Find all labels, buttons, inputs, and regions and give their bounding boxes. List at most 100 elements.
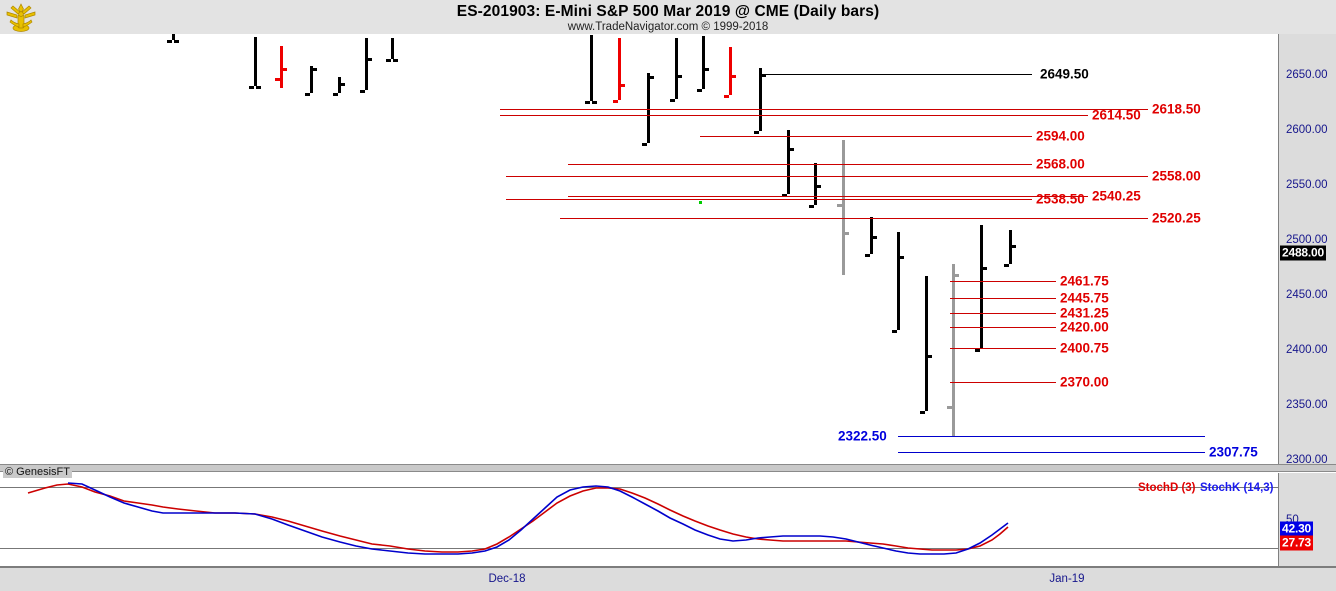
price-axis-label: 2500.00 [1286,234,1328,246]
bar-open-tick [167,40,172,43]
bar-close-tick [789,148,794,151]
price-level-line[interactable] [700,136,1032,137]
bar-close-tick [677,75,682,78]
bar-open-tick [754,131,759,134]
price-axis-minor-tick [1278,427,1279,428]
bar-close-tick [393,59,398,62]
bar-close-tick [282,68,287,71]
price-axis-minor-tick [1278,53,1279,54]
bar-close-tick [367,58,372,61]
bar-range-stem [338,77,341,93]
price-level-line[interactable] [950,298,1056,299]
price-level-line[interactable] [950,313,1056,314]
price-axis-minor-tick [1278,306,1279,307]
price-level-label: 2322.50 [838,428,887,444]
bar-range-stem [1009,230,1012,264]
price-axis-tick [1278,295,1279,296]
bar-range-stem [365,38,368,90]
price-axis-minor-tick [1278,141,1279,142]
bar-open-tick [275,78,280,81]
price-level-label: 2431.25 [1060,305,1109,321]
bar-close-tick [592,101,597,104]
bar-range-stem [391,38,394,59]
price-axis-minor-tick [1278,119,1279,120]
price-level-line[interactable] [950,327,1056,328]
price-axis-tick [1278,460,1279,461]
price-axis-minor-tick [1278,394,1279,395]
price-axis[interactable]: 2650.00 2600.00 2550.00 2500.00 2450.00 2400.… [1278,34,1336,464]
date-axis[interactable]: Dec-18 Jan-19 [0,566,1336,591]
bar-open-tick [360,90,365,93]
bar-range-stem [590,35,593,101]
ohlc-bar [837,140,849,275]
price-level-line[interactable] [762,74,1032,75]
price-axis-minor-tick [1278,86,1279,87]
bar-close-tick [340,83,345,86]
price-level-label: 2558.00 [1152,168,1201,184]
bar-range-stem [254,37,257,86]
bar-open-tick [809,205,814,208]
bar-open-tick [975,349,980,352]
header-band [0,0,1336,34]
ohlc-bar [920,276,932,414]
price-level-line[interactable] [950,348,1056,349]
price-level-line[interactable] [568,196,1088,197]
price-level-line[interactable] [898,436,1205,437]
genesis-emblem-icon [4,1,38,33]
bar-range-stem [870,217,873,254]
ohlc-bar [613,38,625,103]
price-axis-minor-tick [1278,163,1279,164]
stochastic-legend-item[interactable]: StochD (3) [1138,482,1196,494]
stochastic-pane[interactable] [0,473,1278,566]
price-axis-label: 2400.00 [1286,344,1328,356]
price-axis-minor-tick [1278,328,1279,329]
stochastic-legend-item[interactable]: StochK (14,3) [1200,482,1274,494]
pane-divider[interactable] [0,464,1336,472]
oscillator-axis[interactable]: 50 42.30 27.73 [1278,473,1336,566]
price-level-label: 2420.00 [1060,319,1109,335]
bar-range-stem [310,66,313,93]
bar-close-tick [649,76,654,79]
price-axis-minor-tick [1278,339,1279,340]
bar-range-stem [647,73,650,143]
bar-close-tick [816,185,821,188]
ohlc-bar [585,35,597,104]
price-level-line[interactable] [500,115,1088,116]
ohlc-bar [167,34,179,43]
price-axis-minor-tick [1278,416,1279,417]
bar-close-tick [899,256,904,259]
price-level-label: 2445.75 [1060,290,1109,306]
price-axis-tick [1278,405,1279,406]
price-level-label: 2370.00 [1060,374,1109,390]
price-level-line[interactable] [560,218,1148,219]
bar-range-stem [618,38,621,100]
ohlc-bar [754,68,766,134]
bar-close-tick [872,236,877,239]
ohlc-bar [275,46,287,88]
stochastic-line [27,483,1009,553]
price-level-line[interactable] [506,176,1148,177]
price-level-line[interactable] [500,109,1148,110]
price-axis-minor-tick [1278,449,1279,450]
bar-close-tick [844,232,849,235]
oscillator-axis-minor-tick [1278,534,1279,535]
ohlc-bar [1004,230,1016,267]
price-level-line[interactable] [506,199,1032,200]
bar-close-tick [954,274,959,277]
price-level-line[interactable] [950,281,1056,282]
price-level-line[interactable] [568,164,1032,165]
price-chart-pane[interactable] [0,34,1278,464]
bar-close-tick [731,75,736,78]
bar-open-tick [305,93,310,96]
price-level-label: 2538.50 [1036,191,1085,207]
price-axis-minor-tick [1278,42,1279,43]
oscillator-axis-minor-tick [1278,545,1279,546]
bar-range-stem [980,225,983,349]
bar-range-stem [952,264,955,437]
price-axis-tick [1278,240,1279,241]
price-level-label: 2307.75 [1209,444,1258,460]
date-axis-label: Jan-19 [1049,573,1085,585]
price-level-line[interactable] [898,452,1205,453]
price-level-line[interactable] [950,382,1056,383]
bar-close-tick [1011,245,1016,248]
